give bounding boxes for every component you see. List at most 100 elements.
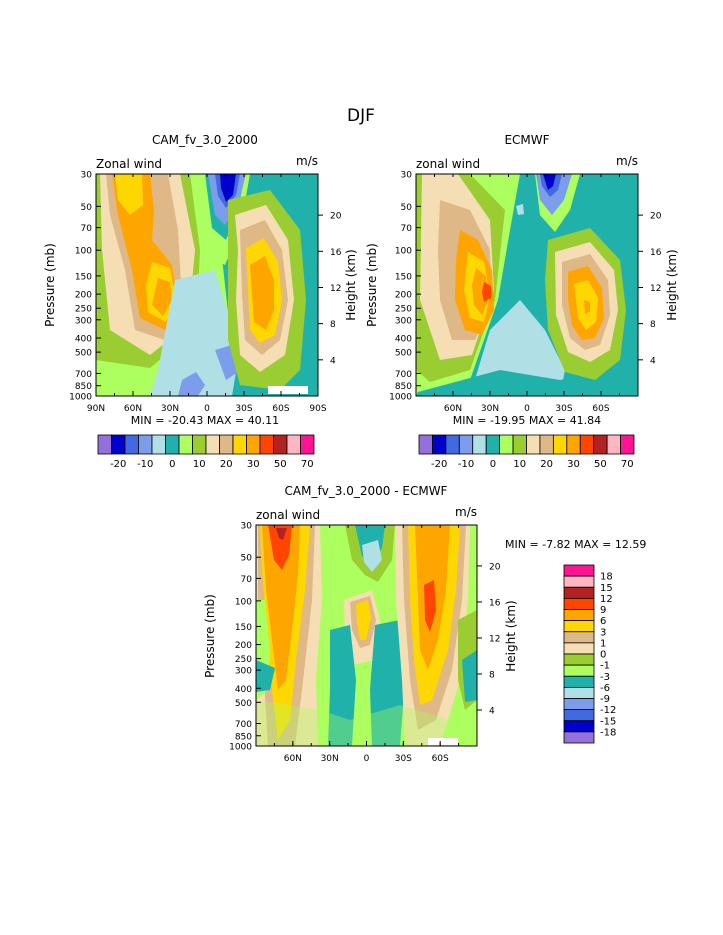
colorbar-swatch: [192, 434, 207, 455]
pressure-tick-label: 700: [395, 370, 412, 380]
panel-diff-x-ticks: 60N 30N 0 30S 60S: [255, 525, 478, 764]
colorbar-swatch: [499, 434, 514, 455]
page-title: DJF: [347, 106, 375, 126]
panel-ecmwf-x-ticks: 60N 30N 0 30S 60S: [415, 174, 639, 414]
height-tick-label: 12: [650, 284, 661, 294]
colorbar-label: -20: [431, 459, 447, 470]
pressure-tick-label: 50: [241, 554, 253, 564]
colorbar-swatch: [512, 434, 527, 455]
panel-diff-height-ticks: 20 16 12 8 4: [477, 562, 501, 716]
colorbar-swatch: [232, 434, 247, 455]
pressure-tick-label: 850: [395, 382, 412, 392]
colorbar-swatch: [563, 631, 595, 644]
pressure-tick-label: 1000: [69, 393, 92, 403]
colorbar-swatch: [563, 664, 595, 677]
pressure-tick-label: 400: [75, 334, 92, 344]
height-tick-label: 16: [489, 598, 501, 608]
height-tick-label: 16: [650, 248, 662, 258]
x-tick-label: 0: [524, 404, 530, 414]
pressure-tick-label: 500: [235, 699, 252, 709]
colorbar-swatch: [445, 434, 460, 455]
colorbar-swatch: [563, 653, 595, 666]
height-tick-label: 8: [330, 320, 336, 330]
panel-diff: CAM_fv_3.0_2000 - ECMWF zonal wind m/s: [203, 484, 646, 764]
colorbar-label: 30: [247, 459, 260, 470]
colorbar-swatch: [165, 434, 180, 455]
x-tick-label: 0: [204, 404, 210, 414]
colorbar-label: 9: [600, 605, 606, 616]
pressure-tick-label: 400: [235, 685, 252, 695]
colorbar-label: -10: [458, 459, 474, 470]
x-tick-label: 30N: [481, 404, 499, 414]
pressure-tick-label: 30: [81, 171, 93, 181]
x-tick-label: 0: [364, 754, 370, 764]
panel-diff-ylabel: Pressure (mb): [203, 594, 217, 678]
colorbar-swatch: [418, 434, 433, 455]
colorbar-swatch: [124, 434, 139, 455]
colorbar-label: -20: [110, 459, 126, 470]
pressure-tick-label: 70: [401, 224, 413, 234]
pressure-tick-label: 30: [401, 171, 413, 181]
x-tick-label: 90S: [309, 404, 326, 414]
colorbar-label: -15: [600, 716, 616, 727]
panel-ecmwf-ylabel-right: Height (km): [665, 249, 679, 320]
panel-ecmwf-ylabel: Pressure (mb): [365, 243, 379, 327]
height-tick-label: 12: [330, 284, 341, 294]
x-tick-label: 90N: [87, 404, 105, 414]
colorbar-label: 0: [490, 459, 496, 470]
colorbar-label: 30: [567, 459, 580, 470]
height-tick-label: 4: [650, 356, 656, 366]
panel-cam-height-ticks: 20 16 12 8 4: [318, 212, 342, 366]
x-tick-label: 30S: [235, 404, 252, 414]
colorbar-swatch: [458, 434, 474, 455]
panel-diff-subtitle-left: zonal wind: [256, 508, 320, 522]
colorbar-label: 20: [540, 459, 553, 470]
pressure-tick-label: 70: [81, 224, 93, 234]
pressure-tick-label: 700: [75, 370, 92, 380]
colorbar-swatch: [563, 620, 595, 633]
colorbar-swatch: [300, 434, 315, 455]
x-tick-label: 60S: [272, 404, 289, 414]
colorbar-swatch: [219, 434, 234, 455]
colorbar-swatch: [111, 434, 126, 455]
pressure-tick-label: 1000: [229, 743, 252, 753]
colorbar-label: 1: [600, 638, 606, 649]
colorbar-label: -3: [600, 672, 610, 683]
colorbar-label: -6: [600, 683, 610, 694]
pressure-tick-label: 500: [75, 349, 92, 359]
colorbar-swatch: [563, 642, 595, 655]
colorbar-swatch: [526, 434, 541, 455]
panel-cam-x-ticks: 90N 60N 30N 0 30S 60S 90S: [87, 174, 327, 414]
colorbar-swatch: [178, 434, 193, 455]
colorbar-swatch: [151, 434, 166, 455]
panel-ecmwf-height-ticks: 20 16 12 8 4: [638, 212, 662, 366]
colorbar-label: 18: [600, 572, 613, 583]
colorbar-label: 0: [169, 459, 175, 470]
panel-diff-field: [255, 524, 478, 747]
colorbar-label: -1: [600, 661, 610, 672]
colorbar-swatch: [485, 434, 501, 455]
height-tick-label: 8: [489, 670, 495, 680]
height-tick-label: 20: [650, 212, 662, 222]
pressure-tick-label: 30: [241, 522, 253, 532]
colorbar-label: 70: [301, 459, 314, 470]
height-tick-label: 8: [650, 320, 656, 330]
colorbar-label: -10: [137, 459, 153, 470]
panel-ecmwf-stats: MIN = -19.95 MAX = 41.84: [453, 414, 601, 427]
panel-diff-subtitle-right: m/s: [455, 505, 477, 519]
colorbar-label: 15: [600, 583, 613, 594]
x-tick-label: 60S: [592, 404, 609, 414]
colorbar-swatch: [563, 586, 595, 599]
colorbar-swatch: [246, 434, 261, 455]
pressure-tick-label: 50: [81, 203, 93, 213]
panel-cam-ylabel-right: Height (km): [344, 249, 358, 320]
panel-cam-subtitle-left: Zonal wind: [96, 157, 162, 171]
panel-cam-stats: MIN = -20.43 MAX = 40.11: [131, 414, 279, 427]
panel-ecmwf-colorbar: -20 -10 0 10 20 30 50 70: [418, 434, 635, 470]
pressure-tick-label: 200: [235, 641, 252, 651]
pressure-tick-label: 250: [395, 305, 412, 315]
panel-cam-subtitle-right: m/s: [296, 154, 318, 168]
colorbar-swatch: [563, 597, 595, 610]
height-tick-label: 20: [489, 562, 501, 572]
